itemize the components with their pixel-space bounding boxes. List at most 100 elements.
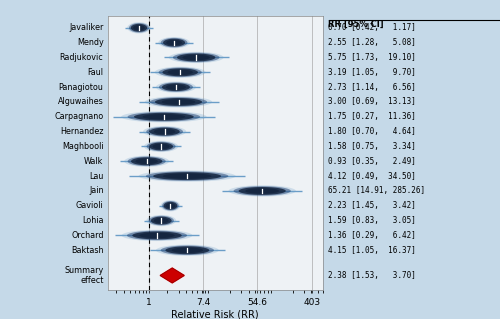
Polygon shape	[151, 217, 172, 225]
Text: 1.75 [0.27,  11.36]: 1.75 [0.27, 11.36]	[328, 112, 416, 121]
Text: 1.80 [0.70,   4.64]: 1.80 [0.70, 4.64]	[328, 127, 416, 136]
Polygon shape	[168, 70, 193, 75]
Polygon shape	[173, 53, 220, 62]
Text: Summary
effect: Summary effect	[64, 266, 104, 285]
Polygon shape	[138, 170, 235, 182]
Text: Faul: Faul	[88, 68, 104, 77]
Text: Javaliker: Javaliker	[69, 23, 103, 32]
Text: Lau: Lau	[89, 172, 104, 181]
Polygon shape	[143, 126, 186, 137]
Text: 4.15 [1.05,  16.37]: 4.15 [1.05, 16.37]	[328, 246, 416, 255]
Text: 3.19 [1.05,   9.70]: 3.19 [1.05, 9.70]	[328, 68, 416, 77]
Polygon shape	[146, 127, 183, 137]
Polygon shape	[158, 68, 202, 77]
Text: Gavioli: Gavioli	[76, 201, 104, 210]
Polygon shape	[129, 23, 149, 33]
Text: Panagiotou: Panagiotou	[58, 83, 104, 92]
Polygon shape	[153, 172, 221, 180]
Text: 4.12 [0.49,  34.50]: 4.12 [0.49, 34.50]	[328, 172, 416, 181]
Text: 0.70 [0.42,   1.17]: 0.70 [0.42, 1.17]	[328, 23, 416, 32]
Polygon shape	[145, 96, 212, 108]
Text: Alguwaihes: Alguwaihes	[58, 98, 104, 107]
Polygon shape	[164, 202, 177, 210]
Polygon shape	[246, 188, 279, 194]
Polygon shape	[234, 186, 291, 196]
Polygon shape	[134, 113, 194, 121]
Text: Walk: Walk	[84, 157, 103, 166]
Polygon shape	[136, 159, 158, 164]
Polygon shape	[169, 52, 224, 63]
Polygon shape	[128, 157, 166, 166]
Text: 5.75 [1.73,  19.10]: 5.75 [1.73, 19.10]	[328, 53, 416, 62]
Text: Orchard: Orchard	[71, 231, 104, 240]
Text: RR [95% CI]: RR [95% CI]	[328, 20, 384, 29]
Polygon shape	[162, 99, 196, 105]
Polygon shape	[177, 54, 216, 62]
Polygon shape	[182, 55, 210, 60]
Polygon shape	[163, 173, 212, 179]
Text: 1.59 [0.83,   3.05]: 1.59 [0.83, 3.05]	[328, 216, 416, 225]
Polygon shape	[155, 98, 202, 106]
Polygon shape	[146, 171, 228, 181]
Text: Jain: Jain	[89, 186, 104, 196]
Polygon shape	[166, 203, 175, 209]
Polygon shape	[133, 25, 145, 31]
Text: 65.21 [14.91, 285.26]: 65.21 [14.91, 285.26]	[328, 186, 426, 196]
Polygon shape	[166, 246, 210, 254]
Polygon shape	[122, 230, 192, 241]
Text: 2.73 [1.14,   6.56]: 2.73 [1.14, 6.56]	[328, 83, 416, 92]
Text: Baktash: Baktash	[71, 246, 104, 255]
Text: 1.58 [0.75,   3.34]: 1.58 [0.75, 3.34]	[328, 142, 416, 151]
Polygon shape	[150, 97, 207, 107]
Text: 0.93 [0.35,   2.49]: 0.93 [0.35, 2.49]	[328, 157, 416, 166]
Polygon shape	[166, 40, 182, 46]
Polygon shape	[159, 82, 193, 92]
Polygon shape	[152, 144, 170, 149]
Polygon shape	[149, 143, 173, 150]
Polygon shape	[146, 142, 176, 151]
Polygon shape	[162, 83, 190, 91]
Polygon shape	[154, 218, 168, 223]
Polygon shape	[162, 68, 198, 76]
Text: Lohia: Lohia	[82, 216, 104, 225]
Polygon shape	[156, 245, 218, 256]
Text: Carpagnano: Carpagnano	[54, 112, 104, 121]
Polygon shape	[160, 268, 184, 283]
Polygon shape	[172, 248, 203, 253]
Polygon shape	[128, 22, 150, 33]
Polygon shape	[128, 112, 200, 122]
Polygon shape	[124, 156, 169, 167]
Text: 2.38 [1.53,   3.70]: 2.38 [1.53, 3.70]	[328, 271, 416, 280]
Polygon shape	[142, 114, 185, 120]
Polygon shape	[228, 185, 296, 197]
Text: 3.00 [0.69,  13.13]: 3.00 [0.69, 13.13]	[328, 98, 416, 107]
Polygon shape	[121, 111, 206, 122]
Polygon shape	[160, 200, 180, 211]
Polygon shape	[155, 67, 206, 78]
Polygon shape	[132, 232, 182, 239]
Polygon shape	[148, 216, 174, 226]
Text: 2.55 [1.28,   5.08]: 2.55 [1.28, 5.08]	[328, 38, 416, 47]
Polygon shape	[131, 24, 147, 32]
Text: Maghbooli: Maghbooli	[62, 142, 104, 151]
Polygon shape	[150, 128, 180, 136]
Text: Mendy: Mendy	[77, 38, 104, 47]
Polygon shape	[131, 157, 162, 165]
Polygon shape	[160, 38, 188, 48]
Text: 1.36 [0.29,   6.42]: 1.36 [0.29, 6.42]	[328, 231, 416, 240]
Polygon shape	[163, 39, 185, 47]
Polygon shape	[144, 141, 178, 152]
Text: 2.23 [1.45,   3.42]: 2.23 [1.45, 3.42]	[328, 201, 416, 210]
Polygon shape	[166, 84, 186, 90]
Polygon shape	[154, 129, 176, 134]
Text: Hernandez: Hernandez	[60, 127, 104, 136]
Text: Radjukovic: Radjukovic	[60, 53, 104, 62]
Polygon shape	[158, 37, 190, 48]
X-axis label: Relative Risk (RR): Relative Risk (RR)	[171, 310, 259, 319]
Polygon shape	[140, 233, 174, 238]
Polygon shape	[238, 187, 286, 195]
Polygon shape	[146, 215, 176, 226]
Polygon shape	[160, 245, 214, 255]
Polygon shape	[156, 81, 196, 93]
Polygon shape	[162, 201, 179, 211]
